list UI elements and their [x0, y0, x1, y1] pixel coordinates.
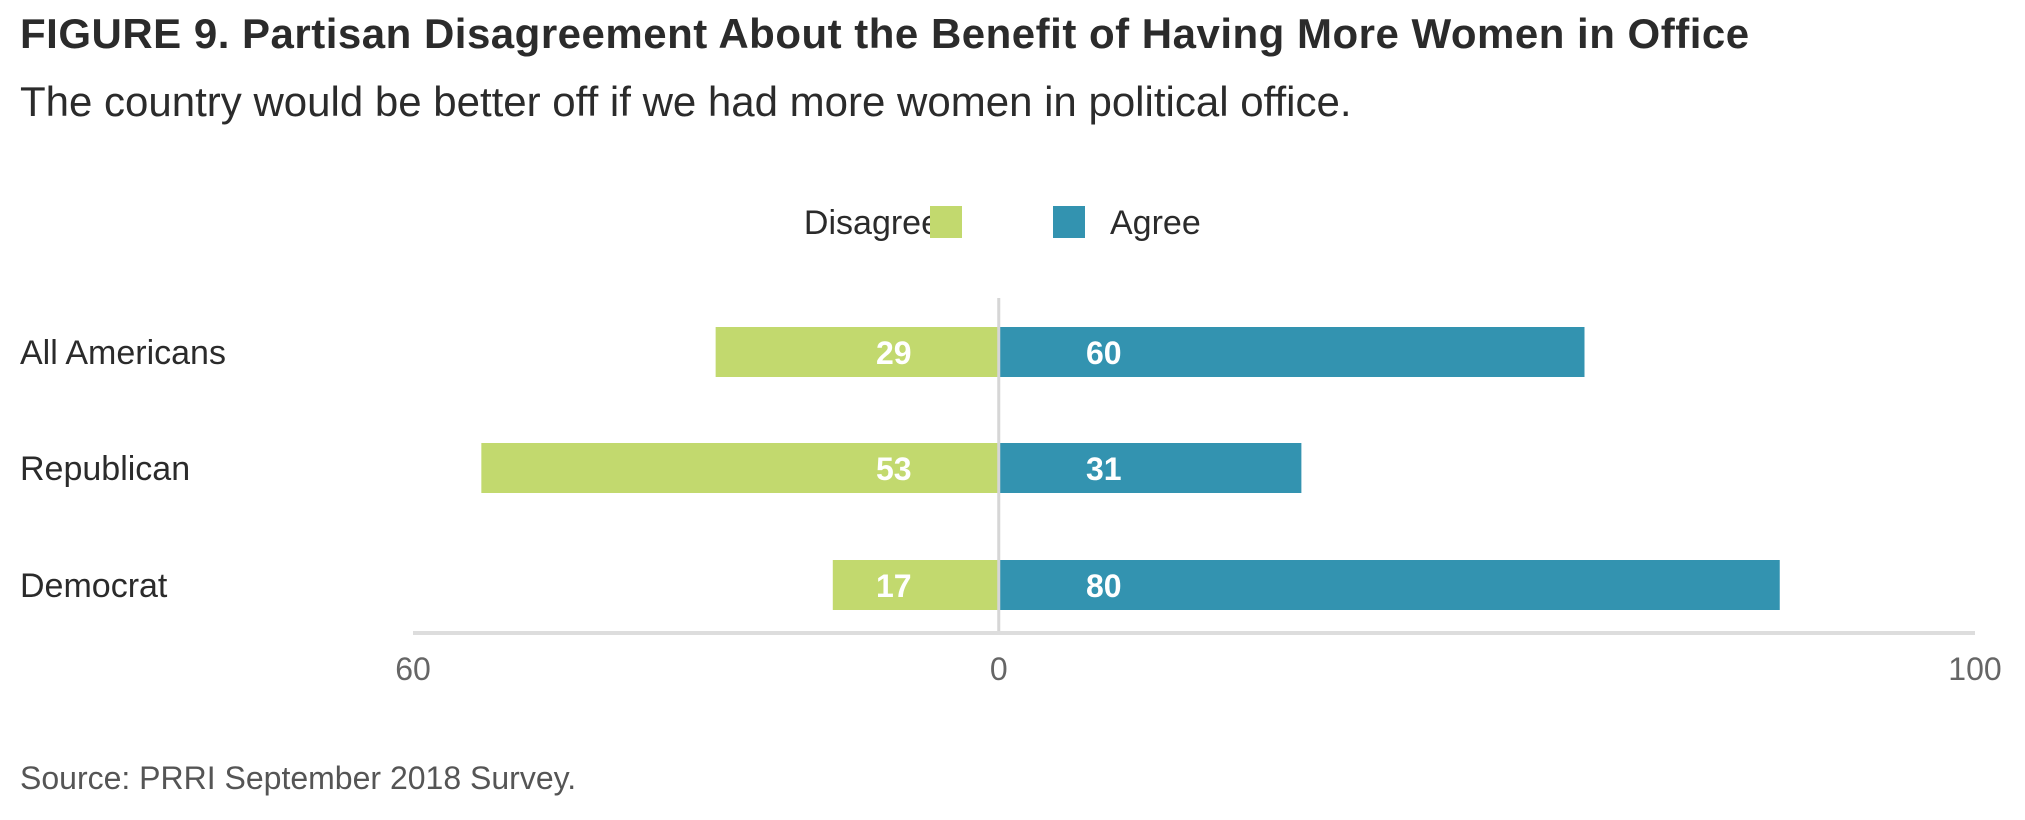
- category-label: Democrat: [20, 567, 168, 605]
- chart-title: FIGURE 9. Partisan Disagreement About th…: [20, 10, 1750, 57]
- bar-disagree: [832, 560, 999, 610]
- bar-agree: [998, 443, 1302, 493]
- legend-label-disagree: Disagree: [804, 204, 940, 242]
- bar-disagree: [481, 443, 999, 493]
- data-label-agree: 80: [1086, 568, 1122, 604]
- data-label-disagree: 17: [876, 568, 912, 604]
- legend-swatch-agree: [1053, 206, 1085, 238]
- bar-agree: [998, 560, 1780, 610]
- legend-label-agree: Agree: [1110, 204, 1201, 242]
- data-label-disagree: 53: [876, 451, 912, 487]
- legend-swatch-disagree: [930, 206, 962, 238]
- data-label-disagree: 29: [876, 335, 912, 371]
- bar-disagree: [715, 327, 999, 377]
- bar-agree: [998, 327, 1585, 377]
- x-tick-label: 60: [395, 651, 431, 687]
- category-label: Republican: [20, 450, 190, 488]
- data-label-agree: 60: [1086, 335, 1122, 371]
- source-note: Source: PRRI September 2018 Survey.: [20, 760, 577, 796]
- x-tick-label: 100: [1948, 651, 2001, 687]
- x-tick-label: 0: [990, 651, 1008, 687]
- chart-subtitle: The country would be better off if we ha…: [20, 78, 1352, 125]
- data-label-agree: 31: [1086, 451, 1122, 487]
- category-label: All Americans: [20, 334, 226, 372]
